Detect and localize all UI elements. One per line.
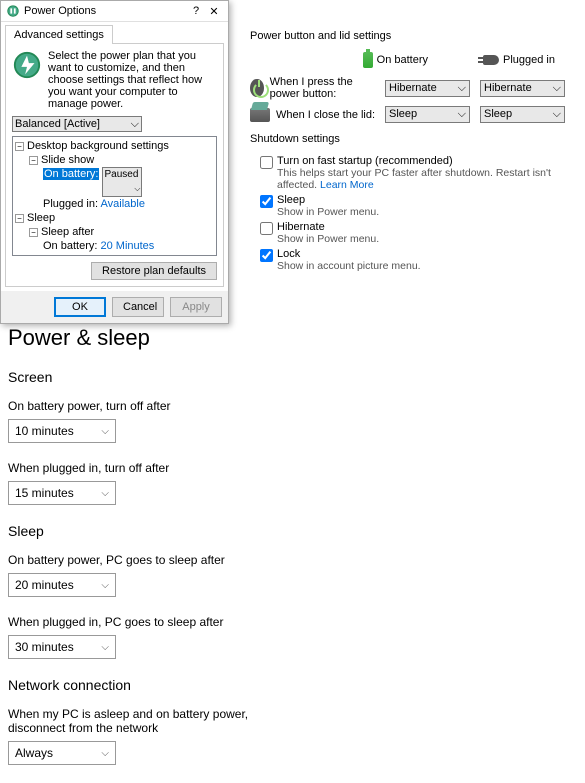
tab-advanced-settings[interactable]: Advanced settings	[5, 25, 113, 44]
power-button-row: When I press the power button: Hibernate…	[250, 76, 575, 100]
restore-defaults-button[interactable]: Restore plan defaults	[91, 262, 217, 280]
fast-startup-checkbox[interactable]	[260, 156, 273, 169]
section-power-button-lid: Power button and lid settings	[250, 30, 575, 42]
collapse-icon[interactable]: −	[29, 228, 38, 237]
tree-sleep[interactable]: −Sleep	[15, 211, 214, 225]
fast-startup-row: Turn on fast startup (recommended) This …	[250, 155, 575, 191]
sleep-checkbox[interactable]	[260, 195, 273, 208]
collapse-icon[interactable]: −	[15, 142, 24, 151]
close-lid-row: When I close the lid: Sleep⌵ Sleep⌵	[250, 106, 575, 123]
power-plan-icon	[12, 50, 42, 80]
collapse-icon[interactable]: −	[15, 214, 24, 223]
sleep-battery-select[interactable]: 20 minutes	[8, 573, 116, 597]
power-plan-select[interactable]: Balanced [Active]⌵	[12, 116, 142, 132]
screen-battery-label: On battery power, turn off after	[8, 399, 408, 413]
power-button-lid-panel: Power button and lid settings On battery…	[250, 30, 575, 275]
press-plugged-select[interactable]: Hibernate⌵	[480, 80, 565, 97]
lid-battery-select[interactable]: Sleep⌵	[385, 106, 470, 123]
lock-row: LockShow in account picture menu.	[250, 248, 575, 272]
battery-icon	[363, 52, 373, 68]
hibernate-label: Hibernate	[277, 221, 379, 233]
dialog-description: Select the power plan that you want to c…	[48, 50, 217, 110]
lock-label: Lock	[277, 248, 421, 260]
lid-plugged-select[interactable]: Sleep⌵	[480, 106, 565, 123]
network-select[interactable]: Always	[8, 741, 116, 765]
cancel-button[interactable]: Cancel	[112, 297, 164, 317]
lock-sub: Show in account picture menu.	[277, 260, 421, 272]
power-options-dialog: Power Options ? ✕ Advanced settings Sele…	[0, 0, 229, 324]
section-screen: Screen	[8, 369, 408, 385]
dialog-button-row: OK Cancel Apply	[1, 291, 228, 323]
settings-tree[interactable]: −Desktop background settings −Slide show…	[12, 136, 217, 256]
collapse-icon[interactable]: −	[29, 156, 38, 165]
tree-slideshow-pluggedin[interactable]: Plugged in: Available	[15, 197, 214, 211]
tab-panel: Select the power plan that you want to c…	[5, 43, 224, 287]
press-power-label: When I press the power button:	[270, 76, 385, 100]
hibernate-row: HibernateShow in Power menu.	[250, 221, 575, 245]
slideshow-battery-select[interactable]: Paused	[102, 167, 142, 197]
column-headers: On battery Plugged in	[250, 52, 575, 68]
close-lid-label: When I close the lid:	[276, 109, 375, 121]
section-shutdown: Shutdown settings	[250, 133, 575, 145]
sleep-row: SleepShow in Power menu.	[250, 194, 575, 218]
network-label: When my PC is asleep and on battery powe…	[8, 707, 268, 735]
sleep-sub: Show in Power menu.	[277, 206, 379, 218]
lock-checkbox[interactable]	[260, 249, 273, 262]
screen-plugged-select[interactable]: 15 minutes	[8, 481, 116, 505]
on-battery-header: On battery	[377, 54, 428, 66]
page-title: Power & sleep	[8, 325, 408, 351]
tree-sleep-after[interactable]: −Sleep after	[15, 225, 214, 239]
hibernate-sub: Show in Power menu.	[277, 233, 379, 245]
plugged-in-header: Plugged in	[503, 54, 555, 66]
tree-sleep-onbattery[interactable]: On battery: 20 Minutes	[15, 239, 214, 253]
help-button[interactable]: ?	[187, 5, 205, 17]
ok-button[interactable]: OK	[54, 297, 106, 317]
sleep-battery-label: On battery power, PC goes to sleep after	[8, 553, 408, 567]
plan-select-value: Balanced [Active]	[15, 118, 100, 130]
hibernate-checkbox[interactable]	[260, 222, 273, 235]
sleep-plugged-label: When plugged in, PC goes to sleep after	[8, 615, 408, 629]
power-sleep-settings: Power & sleep Screen On battery power, t…	[8, 325, 408, 783]
fast-startup-label: Turn on fast startup (recommended)	[277, 155, 575, 167]
tree-slideshow[interactable]: −Slide show	[15, 153, 214, 167]
screen-battery-select[interactable]: 10 minutes	[8, 419, 116, 443]
power-button-icon	[250, 79, 264, 97]
plug-icon	[483, 55, 499, 65]
sleep-label: Sleep	[277, 194, 379, 206]
tree-slideshow-onbattery[interactable]: On battery: Paused	[15, 167, 214, 197]
tree-desktop-bg[interactable]: −Desktop background settings	[15, 139, 214, 153]
lid-icon	[250, 108, 270, 122]
section-sleep: Sleep	[8, 523, 408, 539]
fast-startup-sub: This helps start your PC faster after sh…	[277, 167, 551, 191]
close-button[interactable]: ✕	[205, 5, 223, 18]
dialog-title: Power Options	[24, 5, 187, 17]
apply-button[interactable]: Apply	[170, 297, 222, 317]
titlebar: Power Options ? ✕	[1, 1, 228, 22]
tree-sleep-pluggedin[interactable]: Plugged in: 30 Minutes	[15, 253, 214, 256]
press-battery-select[interactable]: Hibernate⌵	[385, 80, 470, 97]
screen-plugged-label: When plugged in, turn off after	[8, 461, 408, 475]
sleep-plugged-select[interactable]: 30 minutes	[8, 635, 116, 659]
section-network: Network connection	[8, 677, 408, 693]
learn-more-link[interactable]: Learn More	[320, 179, 374, 191]
selected-label: On battery:	[43, 168, 99, 180]
power-options-icon	[6, 4, 20, 18]
